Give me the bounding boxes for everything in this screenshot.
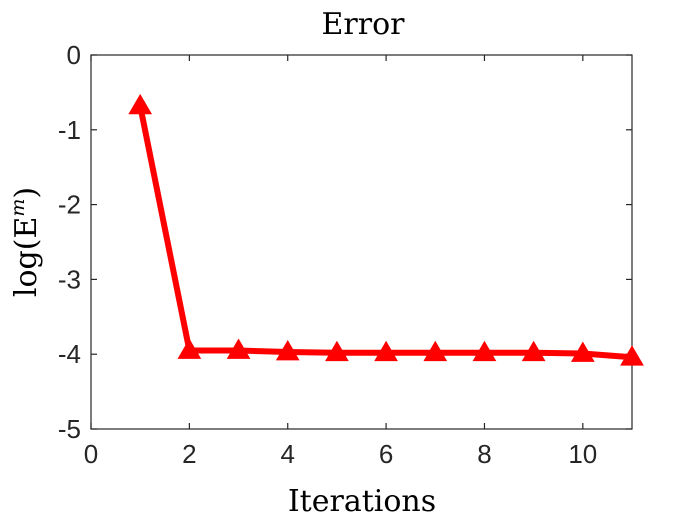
data-point-marker bbox=[374, 340, 398, 362]
y-tick-label: -4 bbox=[58, 339, 81, 369]
data-point-marker bbox=[521, 340, 546, 362]
x-axis-label: Iterations bbox=[288, 484, 436, 519]
y-axis-label-superscript: m bbox=[7, 199, 29, 217]
y-tick-label: -2 bbox=[58, 190, 81, 220]
x-tick-label: 8 bbox=[477, 439, 491, 469]
x-tick-label: 0 bbox=[84, 439, 98, 469]
data-point-marker bbox=[275, 339, 300, 361]
plot-area-frame bbox=[90, 54, 633, 430]
data-point-marker bbox=[128, 93, 153, 115]
y-axis-ticks: 0 -1 -2 -3 -4 -5 bbox=[58, 40, 632, 444]
y-tick-label: -1 bbox=[58, 115, 81, 145]
x-tick-label: 2 bbox=[182, 439, 196, 469]
data-point-marker bbox=[620, 345, 644, 366]
chart-title: Error bbox=[322, 7, 406, 42]
series-layer bbox=[128, 93, 644, 366]
x-tick-label: 10 bbox=[568, 439, 597, 469]
data-point-marker bbox=[325, 340, 349, 362]
data-point-marker bbox=[177, 338, 202, 359]
x-tick-label: 6 bbox=[379, 439, 393, 469]
x-axis-ticks: 0 2 4 6 8 10 bbox=[84, 55, 597, 469]
y-tick-label: -3 bbox=[58, 264, 81, 294]
y-axis-label: log(Em) bbox=[7, 187, 44, 297]
y-tick-label: 0 bbox=[67, 40, 81, 70]
x-tick-label: 4 bbox=[280, 439, 294, 469]
y-axis-label-main: log(E bbox=[9, 217, 44, 297]
data-point-marker bbox=[226, 338, 251, 359]
y-axis-label-suffix: ) bbox=[9, 187, 44, 199]
data-point-marker bbox=[570, 341, 595, 362]
data-point-marker bbox=[423, 340, 448, 362]
data-point-marker bbox=[472, 340, 497, 362]
y-tick-label: -5 bbox=[58, 414, 81, 444]
